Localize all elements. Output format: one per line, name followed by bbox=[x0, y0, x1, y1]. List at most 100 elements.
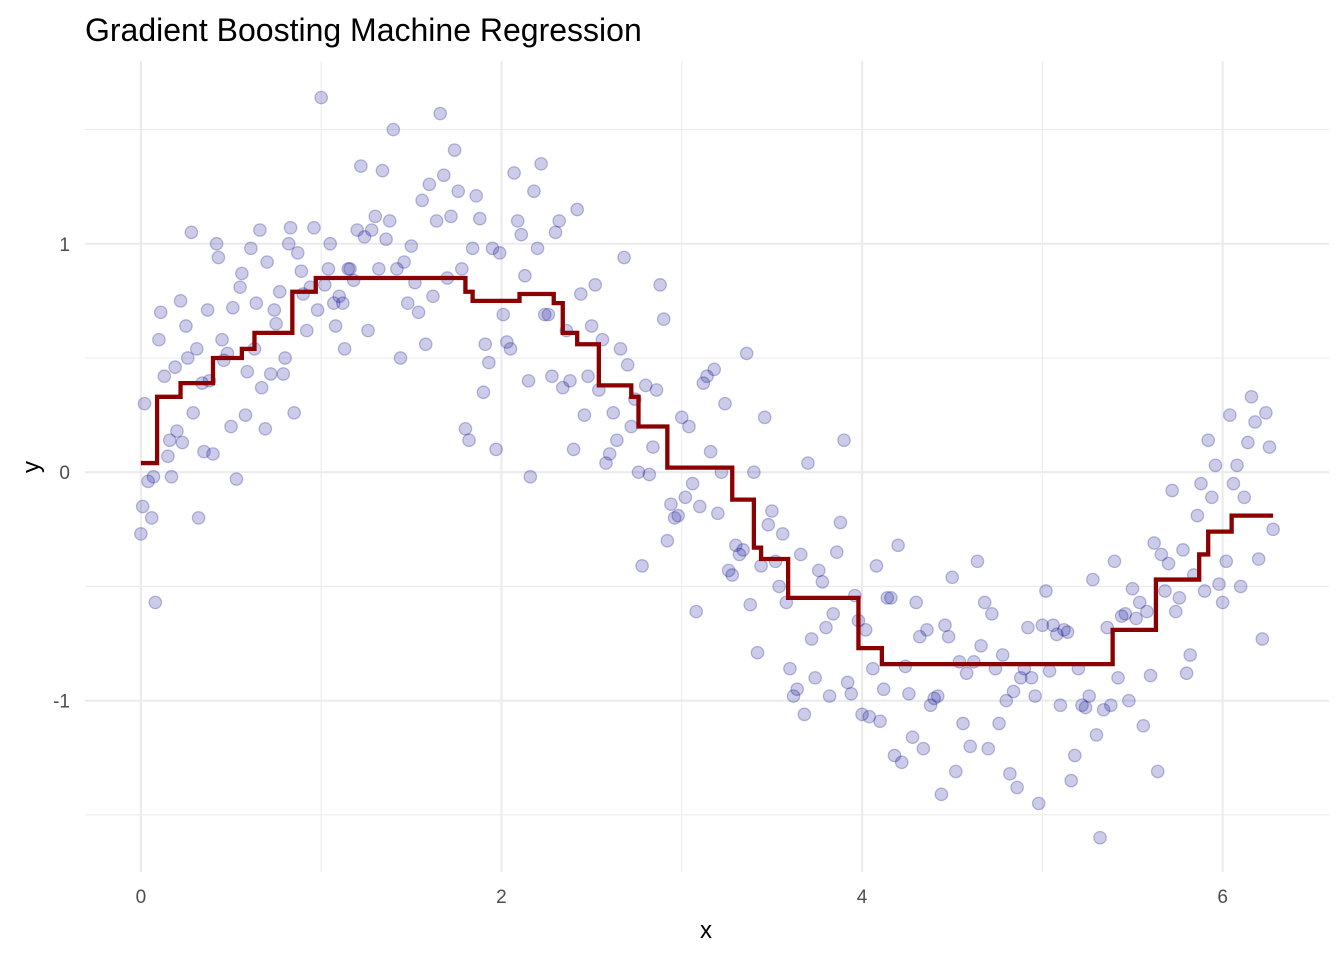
data-point bbox=[478, 337, 493, 352]
fitted-line-group bbox=[140, 275, 1274, 667]
major-gridlines bbox=[85, 61, 1329, 872]
y-tick-label: 1 bbox=[59, 235, 70, 256]
scatter-points bbox=[134, 90, 1280, 845]
data-point bbox=[1118, 606, 1133, 621]
data-point bbox=[1031, 796, 1046, 811]
data-point bbox=[682, 419, 696, 434]
data-point bbox=[563, 373, 577, 388]
data-point bbox=[382, 214, 397, 228]
data-point bbox=[537, 307, 552, 322]
data-point bbox=[1136, 718, 1151, 733]
data-point bbox=[721, 563, 736, 578]
data-point bbox=[433, 106, 448, 121]
data-point bbox=[566, 442, 581, 457]
data-point bbox=[290, 246, 305, 260]
data-point bbox=[343, 262, 357, 276]
data-point bbox=[638, 378, 653, 393]
data-point bbox=[837, 433, 851, 448]
data-point bbox=[386, 122, 401, 137]
x-tick-label: 0 bbox=[136, 887, 147, 908]
data-point bbox=[678, 490, 693, 505]
data-point bbox=[1241, 435, 1255, 450]
data-point bbox=[1230, 458, 1244, 473]
data-point bbox=[225, 300, 240, 315]
data-point bbox=[891, 538, 905, 553]
data-point bbox=[514, 227, 529, 242]
data-point bbox=[977, 595, 992, 610]
data-point bbox=[518, 268, 532, 283]
data-point bbox=[335, 296, 350, 311]
data-point bbox=[164, 469, 179, 484]
y-tick-label: 0 bbox=[59, 463, 70, 484]
data-point bbox=[653, 278, 667, 292]
data-point bbox=[465, 241, 480, 256]
data-point bbox=[894, 755, 909, 770]
data-point bbox=[692, 499, 707, 514]
data-point bbox=[350, 223, 365, 237]
data-point bbox=[310, 303, 325, 317]
data-point bbox=[1259, 405, 1273, 420]
data-point bbox=[736, 543, 750, 557]
data-point bbox=[1122, 693, 1136, 708]
data-point bbox=[134, 527, 148, 541]
data-point bbox=[819, 620, 833, 635]
data-point bbox=[1111, 670, 1125, 685]
data-point bbox=[244, 241, 258, 256]
data-point bbox=[276, 367, 291, 381]
x-axis-title: x bbox=[700, 917, 712, 944]
data-point bbox=[956, 716, 970, 731]
data-point bbox=[617, 250, 631, 265]
x-axis-tick-labels: 0 2 4 6 bbox=[136, 887, 1228, 908]
data-point bbox=[1208, 458, 1223, 473]
data-point bbox=[224, 419, 238, 434]
data-point bbox=[530, 241, 545, 256]
data-point bbox=[341, 262, 356, 276]
data-point bbox=[656, 312, 671, 326]
data-point bbox=[786, 689, 801, 703]
data-point bbox=[180, 351, 195, 365]
data-point bbox=[1176, 543, 1190, 557]
data-point bbox=[790, 682, 804, 697]
data-point bbox=[444, 209, 458, 224]
data-point bbox=[1255, 632, 1270, 646]
data-point bbox=[829, 545, 844, 560]
y-axis-tick-labels: -1 0 1 bbox=[53, 235, 70, 713]
data-point bbox=[135, 499, 150, 514]
data-point bbox=[747, 465, 761, 480]
data-point bbox=[1067, 748, 1082, 763]
data-point bbox=[1129, 611, 1143, 626]
data-point bbox=[1150, 764, 1165, 779]
data-point bbox=[876, 682, 891, 697]
data-point bbox=[1096, 702, 1111, 717]
data-point bbox=[507, 166, 521, 180]
data-point bbox=[485, 241, 500, 256]
data-point bbox=[1147, 536, 1161, 550]
data-point bbox=[404, 239, 419, 253]
data-point bbox=[1244, 389, 1259, 404]
data-point bbox=[357, 230, 372, 244]
data-point bbox=[200, 303, 215, 317]
data-point bbox=[411, 305, 426, 320]
data-point bbox=[1049, 627, 1064, 642]
data-point bbox=[1082, 689, 1097, 703]
data-point bbox=[869, 559, 884, 573]
data-point bbox=[772, 579, 786, 594]
data-point bbox=[750, 645, 765, 660]
data-point bbox=[927, 691, 942, 706]
data-point bbox=[436, 168, 451, 183]
data-point bbox=[476, 385, 491, 400]
data-point bbox=[489, 442, 503, 457]
data-point bbox=[959, 666, 974, 681]
data-point bbox=[862, 709, 877, 724]
data-point bbox=[1194, 476, 1208, 491]
data-point bbox=[541, 307, 556, 322]
data-point bbox=[815, 575, 830, 589]
data-point bbox=[1060, 625, 1075, 639]
data-point bbox=[646, 440, 660, 454]
data-point bbox=[173, 294, 188, 308]
data-point bbox=[801, 456, 815, 470]
data-point bbox=[1226, 476, 1241, 491]
data-point bbox=[233, 280, 247, 295]
data-point bbox=[1248, 415, 1262, 429]
data-point bbox=[500, 335, 514, 349]
